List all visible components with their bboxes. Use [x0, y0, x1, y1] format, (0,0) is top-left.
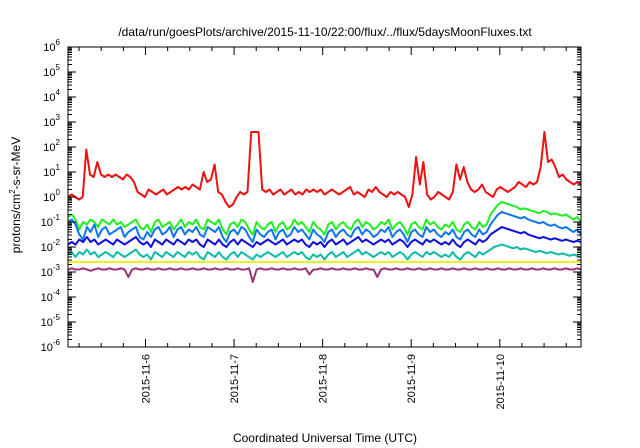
series-line-3 — [67, 211, 582, 243]
series-line-4 — [67, 226, 582, 248]
plot-series-group — [67, 131, 582, 283]
series-line-1 — [67, 131, 582, 208]
y-tick-label: 10-6 — [41, 338, 61, 354]
y-tick-label: 104 — [43, 88, 60, 104]
series-line-7 — [67, 267, 582, 283]
x-tick-label: 2015-11-7 — [229, 354, 241, 403]
y-tick-label: 10-5 — [41, 313, 61, 329]
y-tick-label: 103 — [43, 113, 60, 129]
y-tick-label: 10-1 — [41, 213, 61, 229]
y-axis-label-main: protons/cm — [9, 194, 23, 253]
axes-group: 10-6 10-5 10-4 10-3 10-2 10-1 100 101 102 103 104 1… — [41, 38, 582, 409]
y-tick-label: 10-3 — [41, 263, 61, 279]
chart-title: /data/run/goesPlots/archive/2015-11-10/2… — [118, 25, 532, 39]
y-tick-label: 101 — [43, 163, 60, 179]
y-tick-label: 105 — [43, 63, 60, 79]
y-tick-label: 100 — [43, 188, 60, 204]
x-tick-label: 2015-11-6 — [141, 354, 153, 403]
y-tick-label: 10-4 — [41, 288, 61, 304]
y-tick-label: 102 — [43, 138, 60, 154]
y-axis-label-tail: -s-sr-MeV — [9, 137, 23, 190]
series-line-5 — [67, 243, 582, 261]
x-axis-label: Coordinated Universal Time (UTC) — [233, 431, 417, 445]
x-tick-label: 2015-11-9 — [406, 354, 418, 403]
x-tick-label: 2015-11-10 — [495, 354, 507, 409]
y-axis-label: protons/cm2-s-sr-MeV — [8, 137, 23, 253]
y-axis-label-superscript: 2 — [8, 189, 17, 194]
y-tick-label: 106 — [43, 38, 60, 54]
y-tick-label: 10-2 — [41, 238, 61, 254]
x-tick-label: 2015-11-8 — [318, 354, 330, 403]
svg-text:protons/cm2-s-sr-MeV: protons/cm2-s-sr-MeV — [8, 137, 23, 253]
series-line-2 — [67, 201, 582, 236]
